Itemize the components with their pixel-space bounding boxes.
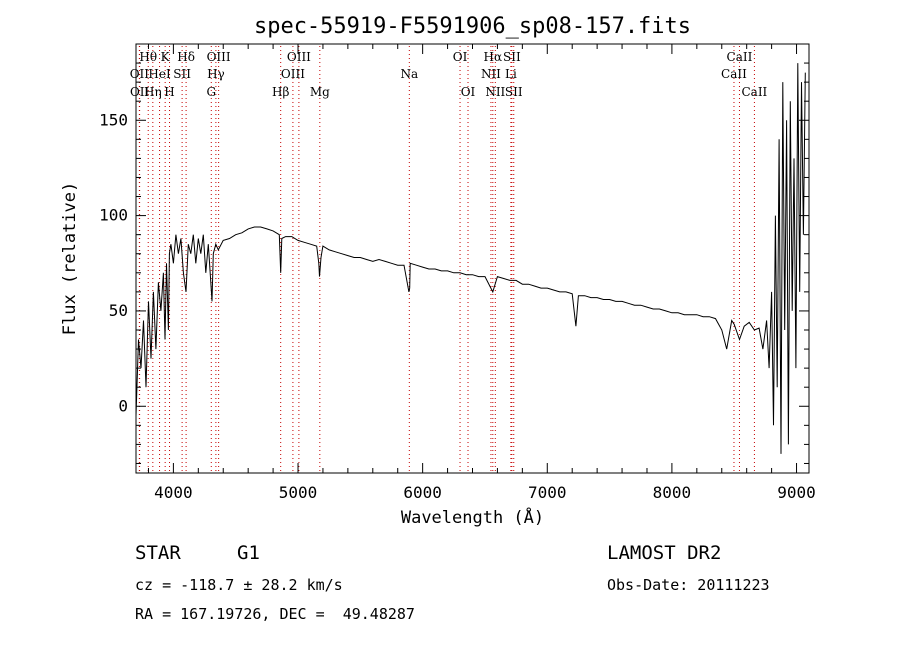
line-marker-label: Hγ	[207, 67, 225, 81]
line-marker-label: Hθ	[139, 50, 157, 64]
y-axis-label: Flux (relative)	[60, 182, 80, 336]
line-marker-label: SII	[505, 85, 523, 99]
line-marker-label: OI	[461, 85, 476, 99]
line-marker-label: SII	[173, 67, 191, 81]
line-marker-label: CaII	[741, 85, 767, 99]
line-marker-label: OII	[130, 67, 150, 81]
line-marker-label: K	[161, 50, 171, 64]
redshift-velocity: cz = -118.7 ± 28.2 km/s	[135, 576, 343, 594]
chart-title: spec-55919-F5591906_sp08-157.fits	[254, 14, 691, 39]
line-marker-label: H	[164, 85, 174, 99]
line-marker-label: Mg	[310, 85, 330, 99]
line-marker-label: HeI	[148, 67, 171, 81]
line-marker-label: NII	[485, 85, 505, 99]
x-tick-label: 4000	[154, 483, 193, 502]
line-marker-label: OIII	[287, 50, 311, 64]
y-tick-label: 50	[109, 301, 128, 320]
x-tick-label: 5000	[279, 483, 318, 502]
y-tick-label: 150	[99, 110, 128, 129]
line-marker-label: Hδ	[177, 50, 195, 64]
line-marker-label: Hβ	[272, 85, 289, 99]
x-tick-label: 8000	[653, 483, 692, 502]
line-marker-label: NII	[481, 67, 501, 81]
line-marker-label: CaII	[721, 67, 747, 81]
line-marker-label: Hα	[484, 50, 503, 64]
line-marker-label: SII	[503, 50, 521, 64]
line-marker-label: Li	[505, 67, 517, 81]
line-marker-label: OIII	[281, 67, 305, 81]
line-marker-label: CaII	[727, 50, 753, 64]
sky-coordinates: RA = 167.19726, DEC = 49.48287	[135, 605, 415, 623]
y-tick-label: 100	[99, 206, 128, 225]
line-marker-label: OIII	[207, 50, 231, 64]
survey-label: LAMOST DR2	[607, 542, 722, 564]
x-tick-label: 9000	[777, 483, 816, 502]
line-marker-label: Na	[400, 67, 418, 81]
line-marker-label: Hη	[144, 85, 162, 99]
line-marker-label: OI	[453, 50, 468, 64]
spectrum-line	[136, 63, 806, 454]
object-subclass: G1	[237, 542, 260, 564]
object-class: STAR	[135, 542, 181, 564]
line-marker-label: G	[206, 85, 216, 99]
x-tick-label: 6000	[403, 483, 442, 502]
x-tick-label: 7000	[528, 483, 567, 502]
plot-frame	[135, 43, 810, 474]
y-tick-label: 0	[118, 396, 128, 415]
x-axis-label: Wavelength (Å)	[401, 506, 544, 528]
obs-date: Obs-Date: 20111223	[607, 576, 770, 594]
line-marker-label: OII	[130, 85, 150, 99]
